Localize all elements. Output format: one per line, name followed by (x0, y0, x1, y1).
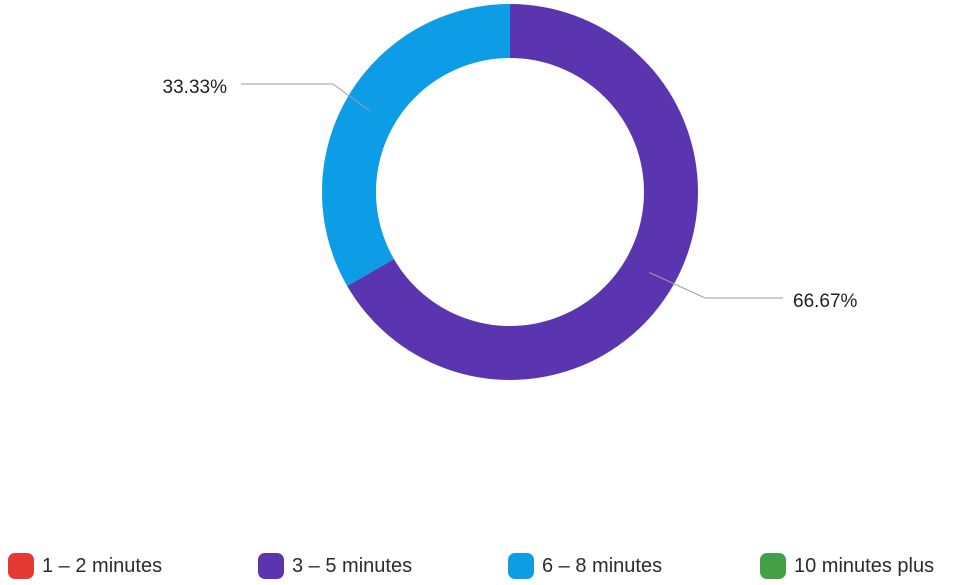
legend-swatch-1-2-minutes (8, 553, 34, 579)
legend: 1 – 2 minutes 3 – 5 minutes 6 – 8 minute… (8, 553, 980, 585)
data-label-6-8-minutes: 33.33% (163, 77, 228, 98)
legend-swatch-10-minutes-plus (760, 553, 786, 579)
legend-label-1-2-minutes: 1 – 2 minutes (42, 554, 163, 577)
legend-label-6-8-minutes: 6 – 8 minutes (542, 554, 663, 577)
legend-swatch-3-5-minutes (258, 553, 284, 579)
legend-item-3-5-minutes[interactable]: 3 – 5 minutes (258, 553, 412, 579)
donut-chart: 66.67% 33.33% (163, 4, 858, 380)
legend-swatch-6-8-minutes (508, 553, 534, 579)
legend-label-3-5-minutes: 3 – 5 minutes (292, 554, 413, 577)
legend-item-10-minutes-plus[interactable]: 10 minutes plus (760, 553, 934, 579)
leader-lines (241, 83, 783, 299)
legend-item-1-2-minutes[interactable]: 1 – 2 minutes (8, 553, 162, 579)
slice-6-8-minutes[interactable] (321, 4, 510, 286)
leader-line-3-5-minutes (649, 272, 783, 299)
legend-item-6-8-minutes[interactable]: 6 – 8 minutes (508, 553, 662, 579)
donut-slices (321, 4, 698, 380)
data-label-3-5-minutes: 66.67% (793, 291, 858, 312)
leader-line-6-8-minutes (241, 83, 371, 112)
slice-3-5-minutes[interactable] (347, 4, 698, 380)
data-labels: 66.67% 33.33% (163, 77, 858, 312)
legend-label-10-minutes-plus: 10 minutes plus (794, 554, 935, 577)
